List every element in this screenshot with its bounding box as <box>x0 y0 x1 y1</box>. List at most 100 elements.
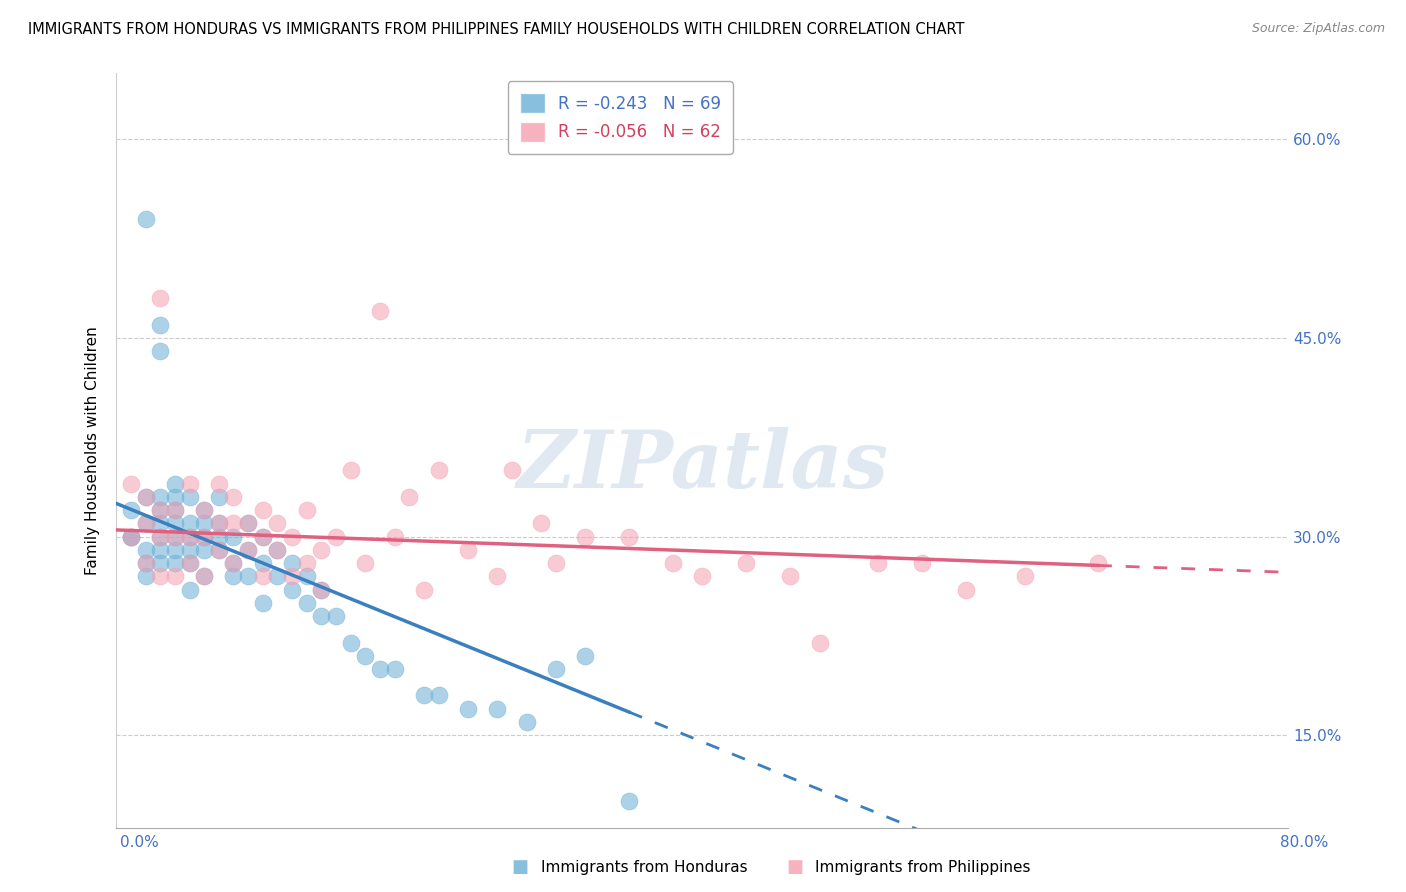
Point <box>252 530 274 544</box>
Point <box>354 556 377 570</box>
Point <box>193 530 215 544</box>
Point <box>266 569 288 583</box>
Point <box>149 503 172 517</box>
Point <box>398 490 420 504</box>
Point <box>135 556 157 570</box>
Point <box>163 569 186 583</box>
Point <box>266 516 288 531</box>
Point <box>179 490 201 504</box>
Point <box>311 582 333 597</box>
Point <box>149 318 172 332</box>
Point <box>339 635 361 649</box>
Point <box>193 516 215 531</box>
Point <box>311 582 333 597</box>
Point <box>120 530 142 544</box>
Point <box>149 291 172 305</box>
Point <box>149 542 172 557</box>
Point <box>252 503 274 517</box>
Point <box>236 542 259 557</box>
Point <box>457 702 479 716</box>
Point <box>735 556 758 570</box>
Point <box>281 530 304 544</box>
Point <box>236 516 259 531</box>
Point <box>617 530 640 544</box>
Point <box>208 516 231 531</box>
Legend: R = -0.243   N = 69, R = -0.056   N = 62: R = -0.243 N = 69, R = -0.056 N = 62 <box>508 81 733 153</box>
Point <box>295 596 318 610</box>
Point <box>427 689 450 703</box>
Point <box>135 542 157 557</box>
Point <box>135 569 157 583</box>
Point <box>281 556 304 570</box>
Point <box>530 516 553 531</box>
Point <box>222 556 245 570</box>
Point <box>236 542 259 557</box>
Point <box>163 490 186 504</box>
Point <box>779 569 801 583</box>
Point <box>163 542 186 557</box>
Point <box>281 582 304 597</box>
Point <box>222 516 245 531</box>
Point <box>208 542 231 557</box>
Point <box>574 530 596 544</box>
Point <box>295 503 318 517</box>
Point <box>295 569 318 583</box>
Point <box>193 569 215 583</box>
Point <box>179 582 201 597</box>
Point <box>135 516 157 531</box>
Y-axis label: Family Households with Children: Family Households with Children <box>86 326 100 574</box>
Point <box>163 476 186 491</box>
Point <box>515 714 537 729</box>
Point <box>149 569 172 583</box>
Point <box>911 556 934 570</box>
Text: ZIPatlas: ZIPatlas <box>516 426 889 504</box>
Point <box>149 530 172 544</box>
Point <box>544 556 567 570</box>
Point <box>808 635 831 649</box>
Point <box>339 463 361 477</box>
Point <box>120 530 142 544</box>
Point <box>281 569 304 583</box>
Point <box>193 569 215 583</box>
Text: ■: ■ <box>786 858 803 876</box>
Point <box>163 530 186 544</box>
Text: IMMIGRANTS FROM HONDURAS VS IMMIGRANTS FROM PHILIPPINES FAMILY HOUSEHOLDS WITH C: IMMIGRANTS FROM HONDURAS VS IMMIGRANTS F… <box>28 22 965 37</box>
Point <box>222 490 245 504</box>
Point <box>384 530 406 544</box>
Point <box>208 490 231 504</box>
Point <box>135 211 157 226</box>
Point <box>574 648 596 663</box>
Point <box>208 542 231 557</box>
Point <box>179 530 201 544</box>
Point <box>266 542 288 557</box>
Point <box>222 556 245 570</box>
Point <box>427 463 450 477</box>
Point <box>135 490 157 504</box>
Point <box>236 569 259 583</box>
Point <box>193 530 215 544</box>
Point <box>120 476 142 491</box>
Point <box>179 476 201 491</box>
Point <box>163 556 186 570</box>
Point <box>149 516 172 531</box>
Point <box>179 556 201 570</box>
Point <box>868 556 890 570</box>
Point <box>163 530 186 544</box>
Text: Immigrants from Honduras: Immigrants from Honduras <box>541 860 748 874</box>
Text: 80.0%: 80.0% <box>1281 836 1329 850</box>
Point <box>486 569 509 583</box>
Point <box>692 569 714 583</box>
Point <box>544 662 567 676</box>
Point <box>252 596 274 610</box>
Point <box>120 530 142 544</box>
Point <box>413 689 436 703</box>
Point <box>179 530 201 544</box>
Point <box>163 503 186 517</box>
Point <box>222 530 245 544</box>
Point <box>252 569 274 583</box>
Point <box>384 662 406 676</box>
Point <box>368 662 391 676</box>
Point <box>149 556 172 570</box>
Point <box>325 609 347 624</box>
Point <box>252 530 274 544</box>
